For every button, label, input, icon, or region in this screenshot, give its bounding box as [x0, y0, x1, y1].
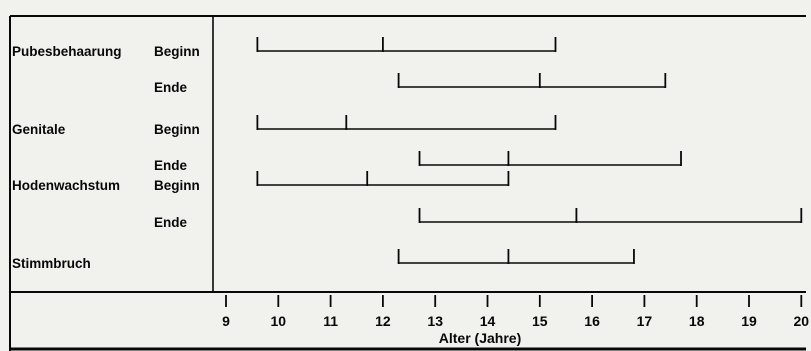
- x-tick-label: 10: [271, 313, 287, 329]
- range-bars: [256, 37, 803, 264]
- range-bar: [397, 73, 667, 88]
- stage-label: Beginn: [154, 178, 200, 193]
- range-bar: [256, 171, 510, 186]
- x-tick-label: 14: [480, 313, 496, 329]
- x-tick-label: 11: [323, 313, 338, 329]
- row-labels: Pubesbehaarung Beginn Ende Genitale Beginn En…: [12, 44, 200, 271]
- chart-frame: [9, 15, 806, 351]
- x-tick-label: 19: [741, 313, 757, 329]
- range-bar: [418, 208, 803, 223]
- group-label: Pubesbehaarung: [12, 44, 122, 59]
- x-tick-label: 15: [532, 313, 548, 329]
- range-bar: [418, 151, 682, 166]
- range-bar: [256, 37, 557, 52]
- group-label: Hodenwachstum: [12, 178, 120, 193]
- stage-label: Beginn: [154, 122, 200, 137]
- stage-label: Beginn: [154, 44, 200, 59]
- stage-label: Ende: [154, 158, 187, 173]
- x-tick-label: 12: [375, 313, 391, 329]
- x-tick-label: 13: [427, 313, 443, 329]
- x-axis: Alter (Jahre) 9 10 11 12 13 14 15 16 17 18 19 20: [222, 295, 809, 346]
- x-tick-label: 9: [222, 313, 230, 329]
- x-tick-label: 18: [689, 313, 705, 329]
- x-tick-label: 16: [584, 313, 600, 329]
- range-bar: [256, 115, 557, 130]
- range-bar: [397, 249, 635, 264]
- group-label: Genitale: [12, 122, 66, 137]
- x-tick-label: 17: [637, 313, 653, 329]
- group-label: Stimmbruch: [12, 256, 91, 271]
- stage-label: Ende: [154, 215, 187, 230]
- stage-label: Ende: [154, 80, 187, 95]
- x-axis-title: Alter (Jahre): [439, 330, 521, 346]
- x-tick-label: 20: [794, 313, 810, 329]
